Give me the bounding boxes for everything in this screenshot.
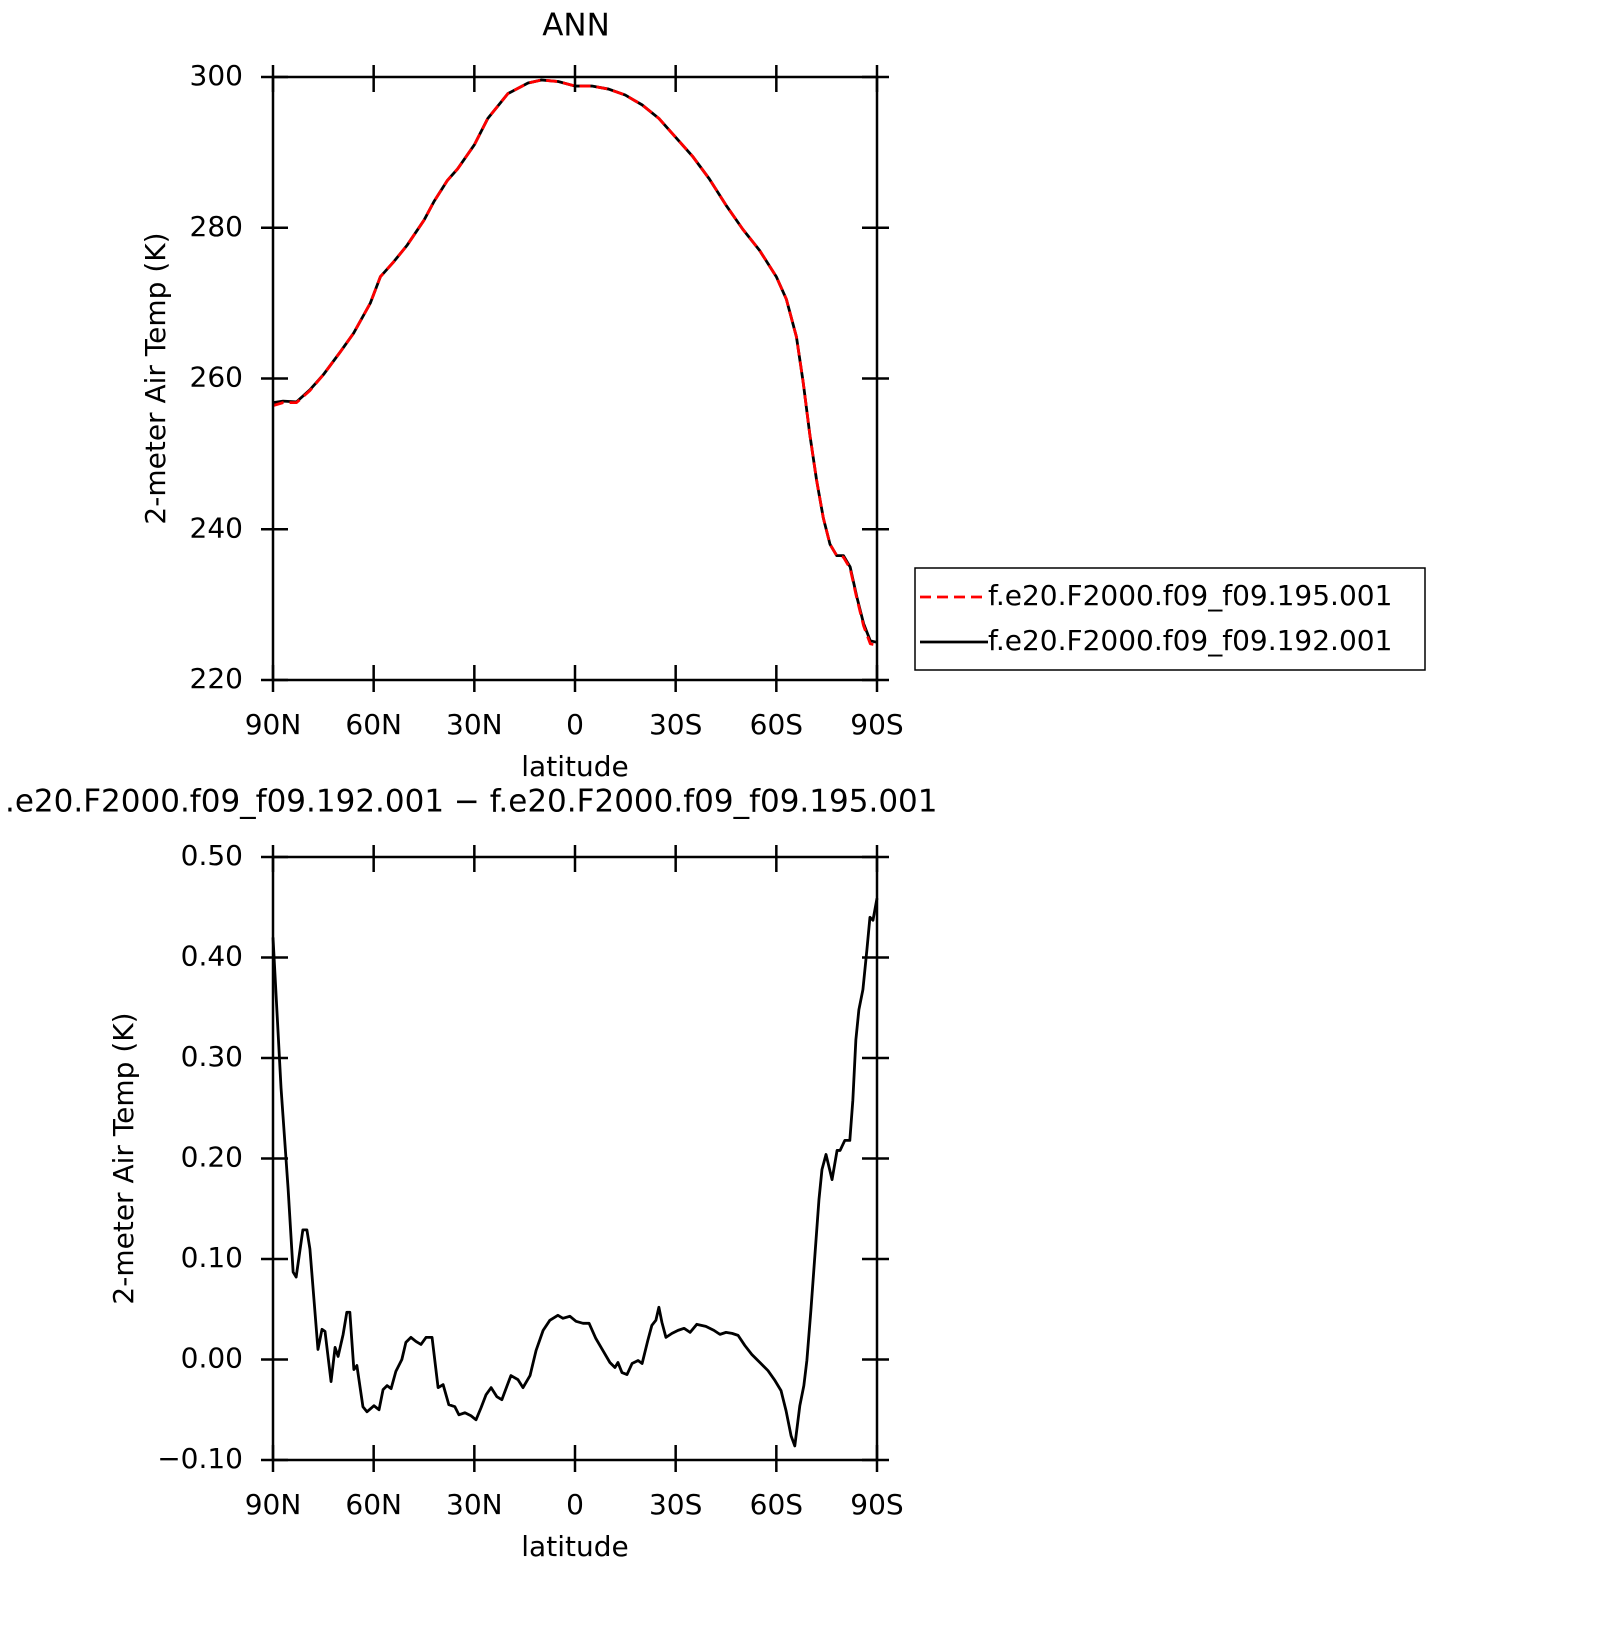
x-tick-label: 90N bbox=[245, 708, 302, 741]
y-tick-label: 0.00 bbox=[181, 1342, 243, 1375]
x-axis-label: latitude bbox=[521, 1530, 628, 1563]
plot-frame bbox=[271, 855, 879, 1462]
x-tick-label: 30N bbox=[446, 708, 503, 741]
x-tick-label: 30N bbox=[446, 1488, 503, 1521]
x-tick-label: 60S bbox=[750, 708, 803, 741]
legend-box bbox=[914, 567, 1426, 671]
y-tick-label: −0.10 bbox=[157, 1442, 243, 1475]
x-tick-label: 0 bbox=[566, 1488, 584, 1521]
legend-label: f.e20.F2000.f09_f09.195.001 bbox=[988, 579, 1392, 612]
chart-title: ANN bbox=[542, 8, 610, 44]
x-tick-label: 60N bbox=[345, 1488, 402, 1521]
chart-title: .e20.F2000.f09_f09.192.001 − f.e20.F2000… bbox=[5, 784, 937, 820]
x-tick-label: 60N bbox=[345, 708, 402, 741]
x-tick-label: 30S bbox=[649, 708, 702, 741]
data-line bbox=[272, 78, 878, 644]
y-tick-label: 240 bbox=[190, 511, 243, 544]
y-tick-label: 220 bbox=[190, 662, 243, 695]
y-tick-label: 0.10 bbox=[181, 1241, 243, 1274]
data-line bbox=[271, 897, 879, 1448]
x-tick-label: 60S bbox=[750, 1488, 803, 1521]
x-tick-label: 0 bbox=[566, 708, 584, 741]
y-tick-label: 280 bbox=[190, 210, 243, 243]
y-tick-label: 0.50 bbox=[181, 839, 243, 872]
y-tick-label: 0.20 bbox=[181, 1141, 243, 1174]
y-tick-label: 300 bbox=[190, 59, 243, 92]
y-axis-label: 2-meter Air Temp (K) bbox=[139, 232, 172, 524]
data-line bbox=[272, 78, 878, 647]
y-axis-label: 2-meter Air Temp (K) bbox=[107, 1012, 140, 1304]
x-tick-label: 90N bbox=[245, 1488, 302, 1521]
y-tick-label: 0.40 bbox=[181, 940, 243, 973]
y-tick-label: 0.30 bbox=[181, 1040, 243, 1073]
legend-label: f.e20.F2000.f09_f09.192.001 bbox=[988, 624, 1392, 657]
x-tick-label: 30S bbox=[649, 1488, 702, 1521]
x-tick-label: 90S bbox=[850, 708, 903, 741]
y-tick-label: 260 bbox=[190, 361, 243, 394]
plot-frame bbox=[271, 75, 879, 682]
x-tick-label: 90S bbox=[850, 1488, 903, 1521]
x-axis-label: latitude bbox=[521, 750, 628, 783]
